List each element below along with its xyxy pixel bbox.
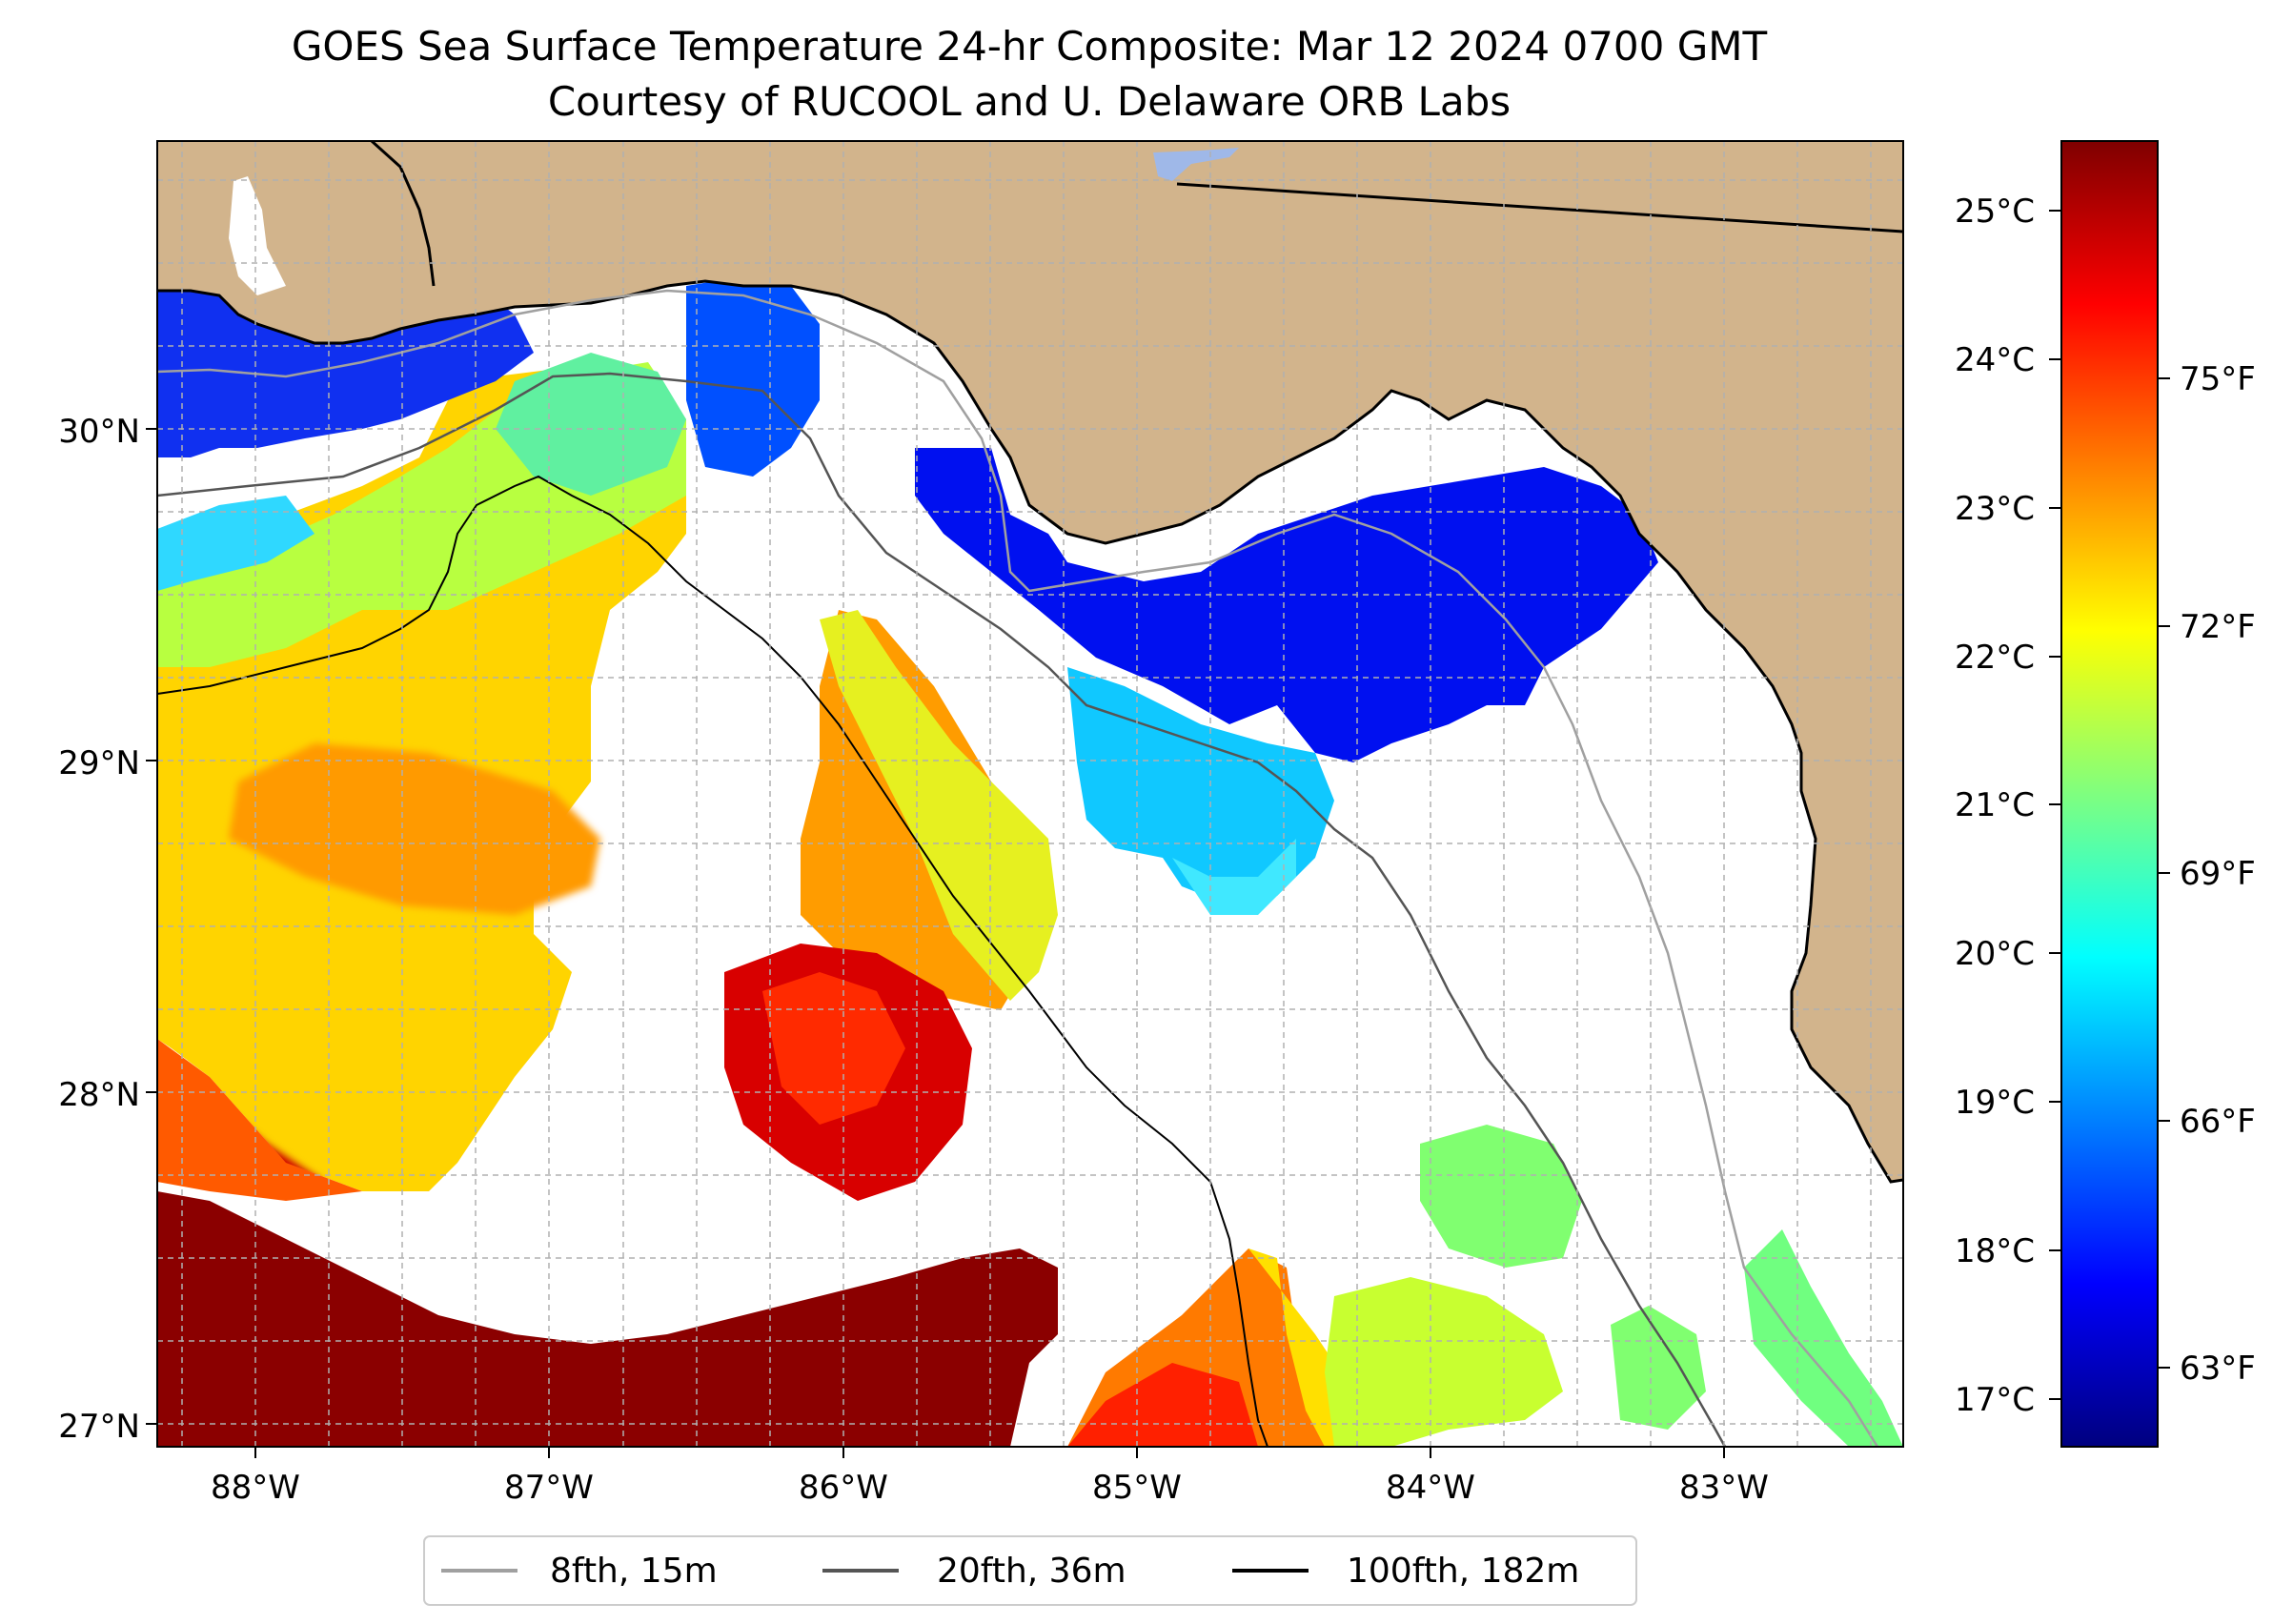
legend-label-100fth: 100fth, 182m	[1347, 1552, 1579, 1591]
inland-lake	[1153, 148, 1239, 181]
state-border-west	[370, 141, 436, 287]
lon-label-86w: 86°W	[799, 1469, 888, 1507]
bay-water	[229, 176, 286, 295]
legend-label-20fth: 20fth, 36m	[937, 1552, 1126, 1591]
sst-south-darkred	[157, 1191, 1058, 1447]
state-border	[1176, 182, 1903, 233]
lat-label-28n: 28°N	[58, 1076, 140, 1114]
axis-ticks	[146, 428, 1725, 1458]
sst-nw-green	[496, 353, 686, 496]
colorbar-label-18c: 18°C	[1955, 1232, 2035, 1270]
colorbar-label-69f: 69°F	[2180, 855, 2256, 893]
coastline	[157, 279, 1903, 1184]
colorbar	[2060, 140, 2159, 1448]
sst-central-yellow	[820, 610, 1058, 1001]
colorbar-label-17c: 17°C	[1955, 1381, 2035, 1419]
contour-100fth	[157, 475, 1268, 1447]
sst-se-green-1	[1420, 1125, 1582, 1268]
sst-north-blue-mid	[686, 276, 820, 477]
colorbar-label-19c: 19°C	[1955, 1084, 2035, 1122]
map-subtitle: Courtesy of RUCOOL and U. Delaware ORB L…	[547, 78, 1512, 125]
contour-20fth	[157, 372, 1727, 1447]
sst-east-cyan	[1067, 667, 1334, 905]
colorbar-label-22c: 22°C	[1955, 639, 2035, 677]
map-panel	[157, 141, 1903, 1447]
sst-southwest-orange	[157, 1039, 362, 1201]
sst-se-green-3	[1744, 1229, 1903, 1447]
lat-label-30n: 30°N	[58, 413, 140, 451]
lat-label-27n: 27°N	[58, 1408, 140, 1446]
legend-box	[423, 1535, 1637, 1606]
sst-field	[157, 238, 1903, 1447]
contour-8fth	[157, 289, 1879, 1447]
lon-label-83w: 83°W	[1679, 1469, 1769, 1507]
colorbar-label-72f: 72°F	[2180, 608, 2256, 646]
legend-label-8fth: 8fth, 15m	[550, 1552, 718, 1591]
colorbar-label-20c: 20°C	[1955, 935, 2035, 973]
lon-label-85w: 85°W	[1092, 1469, 1182, 1507]
sst-se-green-2	[1611, 1306, 1706, 1430]
lon-label-84w: 84°W	[1386, 1469, 1475, 1507]
colorbar-label-63f: 63°F	[2180, 1350, 2256, 1388]
sst-west-orange	[229, 743, 600, 915]
colorbar-ticks	[2049, 210, 2170, 1400]
colorbar-label-75f: 75°F	[2180, 360, 2256, 398]
map-frame	[156, 140, 1904, 1448]
sst-west-cyan	[157, 496, 315, 591]
lat-label-29n: 29°N	[58, 744, 140, 782]
map-title: GOES Sea Surface Temperature 24-hr Compo…	[291, 23, 1768, 70]
colorbar-label-21c: 21°C	[1955, 786, 2035, 824]
legend: 8fth, 15m 20fth, 36m 100fth, 182m	[423, 1535, 1637, 1606]
lon-label-87w: 87°W	[504, 1469, 594, 1507]
land	[157, 141, 1903, 1182]
lon-label-88w: 88°W	[211, 1469, 300, 1507]
gridlines	[157, 141, 1903, 1447]
sst-east-cyan-mid	[1172, 839, 1296, 915]
colorbar-label-24c: 24°C	[1955, 341, 2035, 379]
colorbar-label-66f: 66°F	[2180, 1103, 2256, 1141]
sst-south-center-red	[1067, 1363, 1258, 1447]
colorbar-label-25c: 25°C	[1955, 193, 2035, 231]
colorbar-label-23c: 23°C	[1955, 490, 2035, 528]
sst-east-blue	[915, 448, 1658, 762]
sst-central-red-mid	[762, 972, 905, 1125]
